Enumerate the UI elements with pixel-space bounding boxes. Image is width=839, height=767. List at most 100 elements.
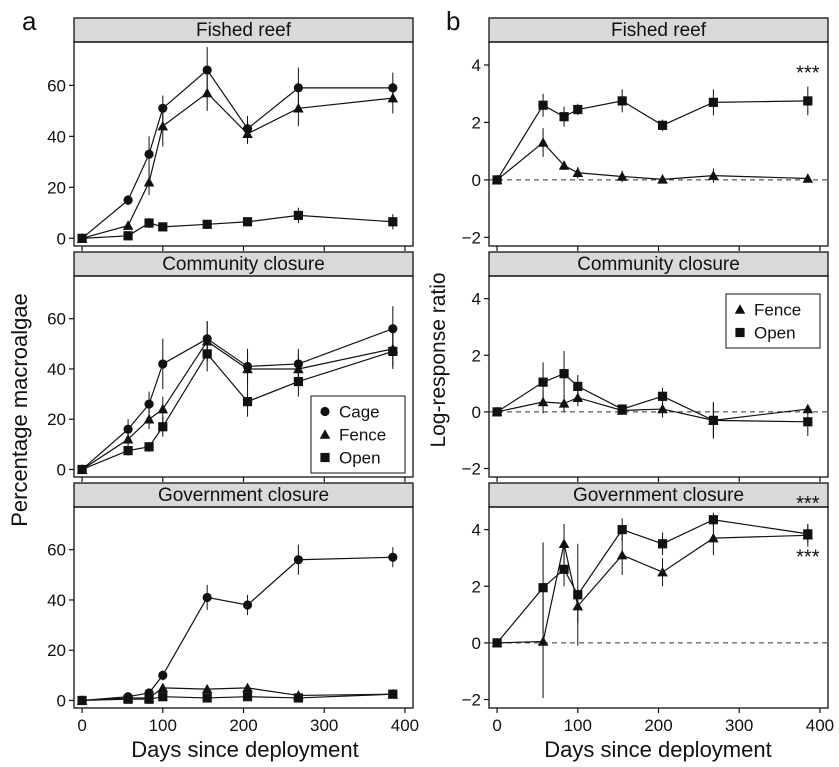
data-point-open (388, 217, 398, 227)
y-tick-label: 0 (57, 460, 66, 479)
y-tick-label: 0 (472, 403, 481, 422)
data-point-open (242, 217, 253, 227)
data-point-open (559, 564, 569, 574)
plot-frame (488, 506, 829, 709)
legend-marker-fence (734, 304, 746, 314)
legend: Cage Fence Open (310, 395, 406, 474)
data-point-cage (144, 149, 154, 159)
data-point-fence (657, 403, 668, 414)
data-point-fence (387, 92, 399, 103)
y-tick-label: −2 (462, 691, 481, 710)
data-point-fence (293, 103, 304, 113)
y-tick-label: 20 (47, 641, 66, 660)
plot-frame (73, 41, 414, 247)
series-line-fence (496, 397, 808, 421)
data-point-cage (388, 324, 398, 334)
chart-panel-a-fished: Fished reef 0 20 40 60 (47, 17, 414, 251)
y-axis-title-right: Log-response ratio (427, 272, 450, 447)
x-tick-label: 300 (725, 716, 753, 735)
legend-box (725, 293, 821, 349)
y-tick-label: 40 (47, 591, 66, 610)
data-point-fence (143, 413, 155, 424)
data-point-open (77, 233, 87, 243)
x-tick-label: 100 (564, 716, 592, 735)
significance-annotation: *** (796, 62, 820, 84)
chart-panel-b-government: Government closure −2 0 2 4 0 100 200 300 400 *** *… (462, 482, 834, 735)
data-point-cage (293, 555, 303, 565)
legend-marker-cage (320, 406, 330, 417)
y-tick-label: 60 (47, 310, 66, 329)
data-point-fence (537, 137, 549, 147)
x-tick-label: 300 (310, 716, 338, 735)
data-point-open (617, 525, 627, 535)
legend-marker-fence (319, 429, 331, 439)
series-line-cage (81, 69, 393, 239)
data-point-fence (143, 176, 155, 187)
legend-label-open: Open (339, 449, 381, 468)
data-point-open (538, 377, 548, 387)
panel-label-b: b (446, 6, 460, 36)
y-axis-title-left: Percentage macroalgae (7, 293, 32, 527)
legend-marker-open (735, 327, 745, 338)
data-point-open (657, 539, 668, 549)
chart-panel-b-community: Community closure −2 0 2 4 Fence Open (462, 251, 829, 482)
legend-label-fence: Fence (339, 426, 386, 445)
data-point-cage (293, 83, 303, 93)
legend-marker-open (320, 452, 330, 463)
data-point-cage (242, 600, 253, 610)
y-tick-label: 4 (472, 290, 481, 309)
data-point-open (657, 391, 668, 401)
data-point-fence (558, 398, 570, 408)
data-point-open (77, 695, 87, 706)
data-point-cage (202, 592, 212, 603)
data-point-open (77, 464, 87, 475)
y-tick-label: 0 (57, 229, 66, 248)
data-point-open (803, 529, 813, 539)
y-tick-label: 40 (47, 127, 66, 146)
panel-title: Government closure (158, 485, 329, 506)
panel-title: Community closure (577, 254, 740, 275)
series-line-open (496, 519, 808, 644)
x-tick-label: 400 (391, 716, 419, 735)
series-line-fence (497, 534, 808, 644)
data-point-fence (616, 171, 628, 181)
x-tick-label: 0 (77, 716, 86, 735)
data-point-fence (558, 538, 570, 549)
panel-label-a: a (22, 6, 37, 36)
data-point-open (538, 100, 548, 110)
significance-annotation: *** (796, 547, 820, 569)
y-tick-label: −2 (462, 228, 481, 247)
data-point-open (293, 693, 303, 703)
data-point-open (617, 404, 627, 414)
data-point-open (123, 231, 133, 241)
y-tick-label: 4 (472, 521, 481, 540)
panel-header (73, 251, 414, 277)
data-point-fence (537, 636, 549, 646)
legend-label-fence: Fence (754, 301, 801, 320)
data-point-open (803, 96, 813, 106)
legend: Fence Open (725, 293, 821, 349)
data-point-open (123, 694, 133, 704)
y-tick-label: 0 (472, 171, 481, 190)
data-point-open (202, 219, 212, 229)
data-point-open (242, 692, 253, 702)
data-point-open (559, 369, 569, 379)
x-tick-label: 0 (492, 716, 501, 735)
y-tick-label: 40 (47, 360, 66, 379)
legend-label-open: Open (754, 324, 796, 343)
y-tick-label: 2 (472, 113, 481, 132)
data-point-open (144, 442, 154, 452)
chart-panel-a-government: Government closure 0 20 40 60 0 100 200 300 400 (47, 482, 419, 735)
data-point-fence (802, 173, 814, 183)
data-point-fence (708, 532, 719, 543)
panel-title: Fished reef (611, 20, 707, 41)
data-point-open (559, 112, 569, 122)
panel-title: Fished reef (196, 20, 292, 41)
data-point-fence (572, 167, 584, 177)
data-point-fence (242, 128, 253, 139)
data-point-fence (122, 434, 134, 444)
data-point-open (708, 415, 718, 425)
data-point-cage (202, 65, 212, 75)
data-point-fence (616, 549, 628, 560)
